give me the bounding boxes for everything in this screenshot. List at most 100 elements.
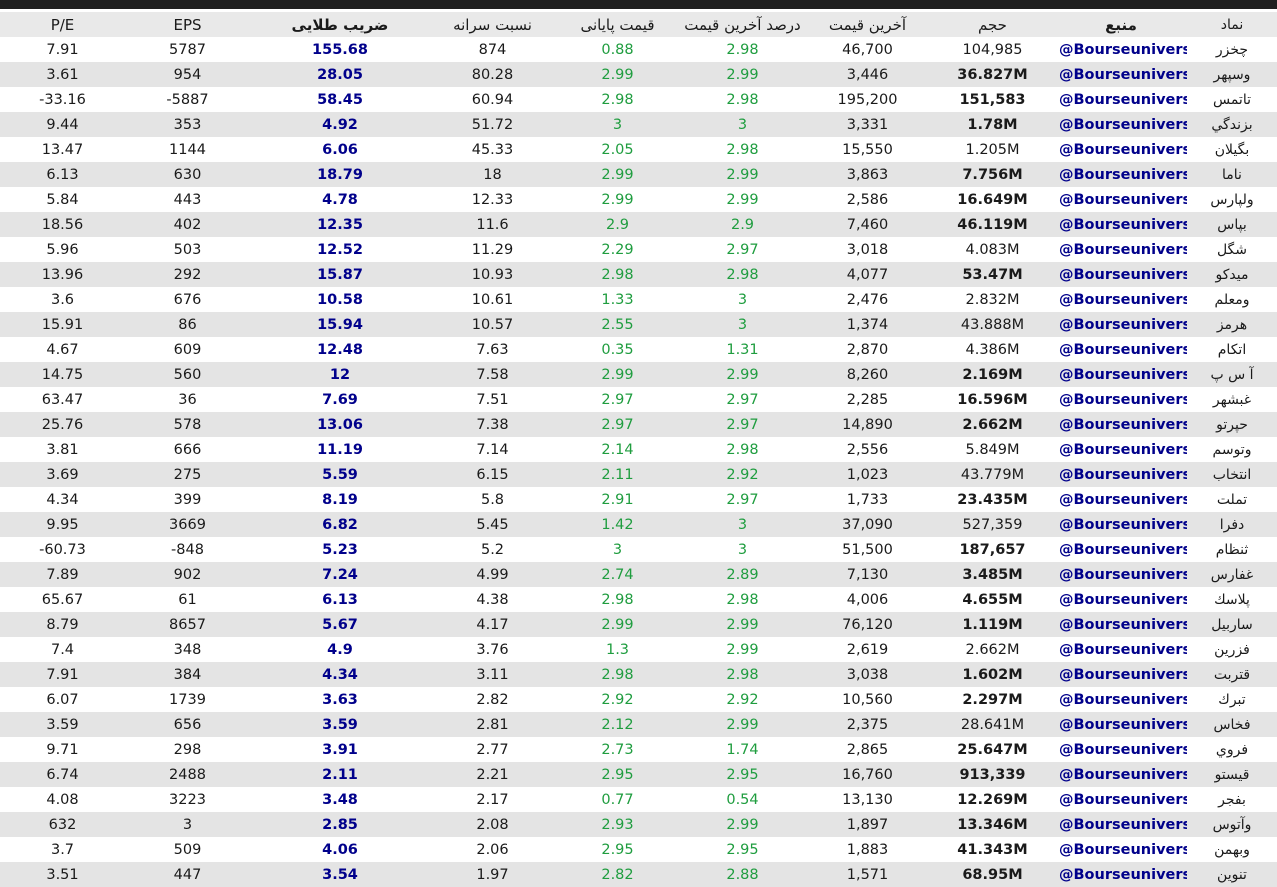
pe-cell: 4.34 (0, 487, 125, 512)
volume-cell: 2.169M (930, 362, 1055, 387)
source-channel-link[interactable]: @Bourseuniversi (1055, 87, 1187, 112)
source-channel-link[interactable]: @Bourseuniversi (1055, 337, 1187, 362)
source-channel-link[interactable]: @Bourseuniversi (1055, 712, 1187, 737)
source-channel-link[interactable]: @Bourseuniversi (1055, 412, 1187, 437)
source-channel-link[interactable]: @Bourseuniversi (1055, 112, 1187, 137)
volume-cell: 1.205M (930, 137, 1055, 162)
source-channel-link[interactable]: @Bourseuniversi (1055, 787, 1187, 812)
symbol-cell: حپرتو (1187, 412, 1277, 437)
eps-cell: -848 (125, 537, 250, 562)
source-channel-link[interactable]: @Bourseuniversi (1055, 587, 1187, 612)
source-channel-link[interactable]: @Bourseuniversi (1055, 262, 1187, 287)
symbol-cell: قتربت (1187, 662, 1277, 687)
last_pct-cell: 2.89 (680, 562, 805, 587)
close_pct-cell: 1.33 (555, 287, 680, 312)
source-channel-link[interactable]: @Bourseuniversi (1055, 387, 1187, 412)
source-channel-link[interactable]: @Bourseuniversi (1055, 662, 1187, 687)
source-channel-link[interactable]: @Bourseuniversi (1055, 362, 1187, 387)
per_capita-cell: 874 (430, 37, 555, 62)
stocks-table: P/E EPS ضریب طلایی نسبت سرانه قیمت پایانی درص… (0, 12, 1277, 887)
last_price-cell: 46,700 (805, 37, 930, 62)
source-channel-link[interactable]: @Bourseuniversi (1055, 312, 1187, 337)
last_price-cell: 2,285 (805, 387, 930, 412)
top-divider (0, 9, 1277, 12)
source-channel-link[interactable]: @Bourseuniversi (1055, 862, 1187, 887)
pe-cell: 14.75 (0, 362, 125, 387)
source-channel-link[interactable]: @Bourseuniversi (1055, 637, 1187, 662)
pe-cell: 3.61 (0, 62, 125, 87)
close_pct-cell: 2.93 (555, 812, 680, 837)
last_pct-cell: 3 (680, 287, 805, 312)
golden-cell: 3.91 (250, 737, 430, 762)
per_capita-cell: 18 (430, 162, 555, 187)
source-channel-link[interactable]: @Bourseuniversi (1055, 612, 1187, 637)
last_pct-cell: 2.99 (680, 162, 805, 187)
source-channel-link[interactable]: @Bourseuniversi (1055, 137, 1187, 162)
last_price-cell: 14,890 (805, 412, 930, 437)
table-row: -33.16 -5887 58.45 60.94 2.98 2.98 195,200 151,… (0, 87, 1277, 112)
source-channel-link[interactable]: @Bourseuniversi (1055, 462, 1187, 487)
source-channel-link[interactable]: @Bourseuniversi (1055, 287, 1187, 312)
last_pct-cell: 2.97 (680, 487, 805, 512)
volume-cell: 7.756M (930, 162, 1055, 187)
table-row: 25.76 578 13.06 7.38 2.97 2.97 14,890 2.662M @Bo… (0, 412, 1277, 437)
source-channel-link[interactable]: @Bourseuniversi (1055, 187, 1187, 212)
per_capita-cell: 4.17 (430, 612, 555, 637)
last_price-cell: 76,120 (805, 612, 930, 637)
pe-cell: 8.79 (0, 612, 125, 637)
close_pct-cell: 1.42 (555, 512, 680, 537)
source-channel-link[interactable]: @Bourseuniversi (1055, 737, 1187, 762)
golden-cell: 10.58 (250, 287, 430, 312)
eps-cell: 86 (125, 312, 250, 337)
source-channel-link[interactable]: @Bourseuniversi (1055, 162, 1187, 187)
source-channel-link[interactable]: @Bourseuniversi (1055, 512, 1187, 537)
table-row: 13.96 292 15.87 10.93 2.98 2.98 4,077 53.47M @Bo… (0, 262, 1277, 287)
volume-cell: 46.119M (930, 212, 1055, 237)
source-channel-link[interactable]: @Bourseuniversi (1055, 562, 1187, 587)
per_capita-cell: 3.11 (430, 662, 555, 687)
eps-cell: 676 (125, 287, 250, 312)
source-channel-link[interactable]: @Bourseuniversi (1055, 837, 1187, 862)
volume-cell: 2.832M (930, 287, 1055, 312)
source-channel-link[interactable]: @Bourseuniversi (1055, 237, 1187, 262)
last_pct-cell: 2.92 (680, 462, 805, 487)
source-channel-link[interactable]: @Bourseuniversi (1055, 687, 1187, 712)
source-channel-link[interactable]: @Bourseuniversi (1055, 537, 1187, 562)
eps-cell: 292 (125, 262, 250, 287)
symbol-cell: وتوسم (1187, 437, 1277, 462)
last_pct-cell: 2.99 (680, 187, 805, 212)
table-row: -60.73 -848 5.23 5.2 3 3 51,500 187,657 @Bourseu… (0, 537, 1277, 562)
golden-cell: 5.67 (250, 612, 430, 637)
source-channel-link[interactable]: @Bourseuniversi (1055, 812, 1187, 837)
close_pct-cell: 2.05 (555, 137, 680, 162)
pe-cell: 18.56 (0, 212, 125, 237)
last_price-cell: 2,586 (805, 187, 930, 212)
table-row: 63.47 36 7.69 7.51 2.97 2.97 2,285 16.596M @Bour… (0, 387, 1277, 412)
pe-cell: 15.91 (0, 312, 125, 337)
eps-cell: 275 (125, 462, 250, 487)
last_pct-cell: 2.98 (680, 262, 805, 287)
per_capita-cell: 7.38 (430, 412, 555, 437)
volume-cell: 13.346M (930, 812, 1055, 837)
close_pct-cell: 2.98 (555, 662, 680, 687)
golden-cell: 7.69 (250, 387, 430, 412)
eps-cell: 1739 (125, 687, 250, 712)
last_pct-cell: 2.97 (680, 387, 805, 412)
eps-cell: 630 (125, 162, 250, 187)
eps-cell: 3223 (125, 787, 250, 812)
source-channel-link[interactable]: @Bourseuniversi (1055, 212, 1187, 237)
last_price-cell: 2,375 (805, 712, 930, 737)
volume-cell: 1.119M (930, 612, 1055, 637)
close_pct-cell: 2.82 (555, 862, 680, 887)
symbol-cell: شگل (1187, 237, 1277, 262)
pe-cell: 5.96 (0, 237, 125, 262)
source-channel-link[interactable]: @Bourseuniversi (1055, 62, 1187, 87)
last_price-cell: 4,077 (805, 262, 930, 287)
per_capita-cell: 6.15 (430, 462, 555, 487)
volume-cell: 187,657 (930, 537, 1055, 562)
source-channel-link[interactable]: @Bourseuniversi (1055, 487, 1187, 512)
source-channel-link[interactable]: @Bourseuniversi (1055, 762, 1187, 787)
column-header-close_pct: قیمت پایانی (555, 12, 680, 37)
source-channel-link[interactable]: @Bourseuniversi (1055, 37, 1187, 62)
source-channel-link[interactable]: @Bourseuniversi (1055, 437, 1187, 462)
